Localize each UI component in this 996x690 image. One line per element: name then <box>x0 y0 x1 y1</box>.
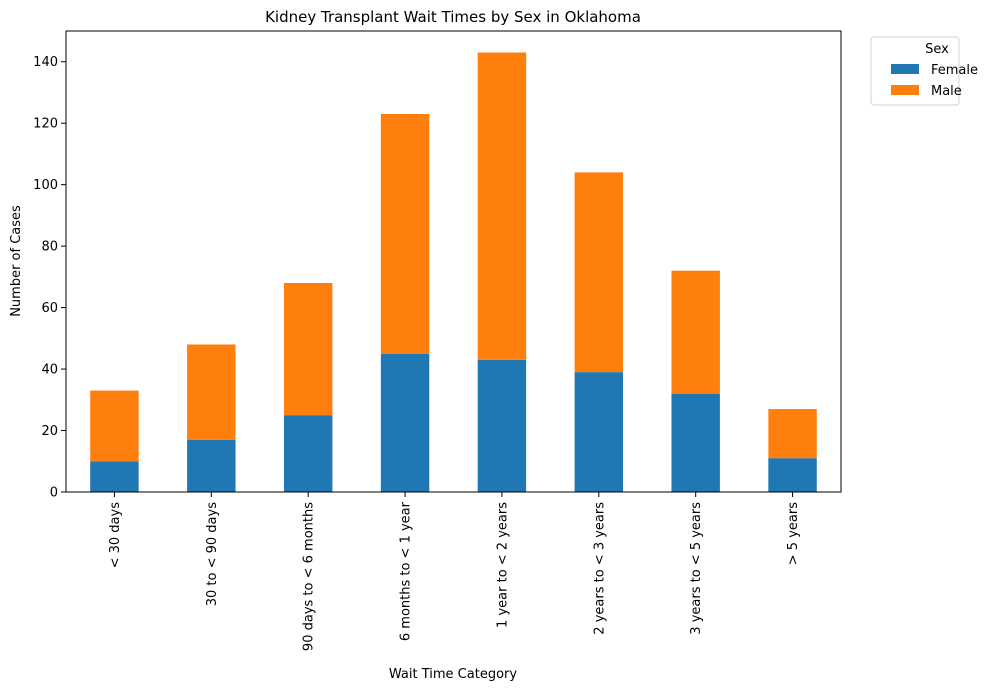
legend-swatch-male <box>891 85 919 95</box>
y-tick-label: 100 <box>33 178 58 193</box>
y-tick-label: 60 <box>41 301 58 316</box>
x-tick-label: > 5 years <box>786 502 801 565</box>
x-axis-title: Wait Time Category <box>389 667 517 682</box>
y-tick-label: 80 <box>41 240 58 255</box>
legend-title: Sex <box>925 42 949 57</box>
bar-female-7 <box>768 458 817 492</box>
legend-label-female: Female <box>931 63 978 78</box>
bar-female-4 <box>477 359 527 492</box>
bar-female-1 <box>187 439 236 492</box>
x-tick-label: 2 years to < 3 years <box>592 502 607 635</box>
bar-female-6 <box>671 393 720 492</box>
x-tick-label: 6 months to < 1 year <box>399 501 414 641</box>
bar-male-6 <box>671 270 720 394</box>
legend-items: Female Male <box>891 63 978 99</box>
bar-female-3 <box>380 353 430 492</box>
x-tick-label: 1 year to < 2 years <box>495 502 510 628</box>
bar-male-4 <box>477 52 527 360</box>
y-tick-label: 40 <box>41 363 58 378</box>
bars-group <box>90 52 817 492</box>
x-tick-label: 30 to < 90 days <box>205 502 220 606</box>
bar-male-2 <box>283 283 333 416</box>
legend-swatch-female <box>891 64 919 74</box>
x-tick-label: 90 days to < 6 months <box>302 502 317 651</box>
bar-female-0 <box>90 461 139 492</box>
y-axis: 0 20 40 60 80 100 120 140 <box>33 55 66 501</box>
bar-female-2 <box>283 415 333 492</box>
bar-female-5 <box>574 372 624 492</box>
chart-title: Kidney Transplant Wait Times by Sex in O… <box>265 8 641 26</box>
bar-male-0 <box>90 390 139 462</box>
y-axis-title: Number of Cases <box>9 205 24 317</box>
y-tick-label: 140 <box>33 55 58 70</box>
bar-male-5 <box>574 172 624 373</box>
y-tick-label: 0 <box>50 486 58 501</box>
x-axis: < 30 days 30 to < 90 days 90 days to < 6 m… <box>108 492 801 651</box>
bar-male-1 <box>187 344 236 440</box>
y-tick-label: 120 <box>33 117 58 132</box>
legend-label-male: Male <box>931 84 962 99</box>
y-tick-label: 20 <box>41 424 58 439</box>
bar-male-3 <box>380 113 430 354</box>
plot-frame <box>65 30 842 493</box>
x-tick-label: < 30 days <box>108 502 123 569</box>
x-tick-label: 3 years to < 5 years <box>689 502 704 635</box>
bar-male-7 <box>768 409 817 459</box>
legend: Sex Female Male <box>870 36 978 106</box>
